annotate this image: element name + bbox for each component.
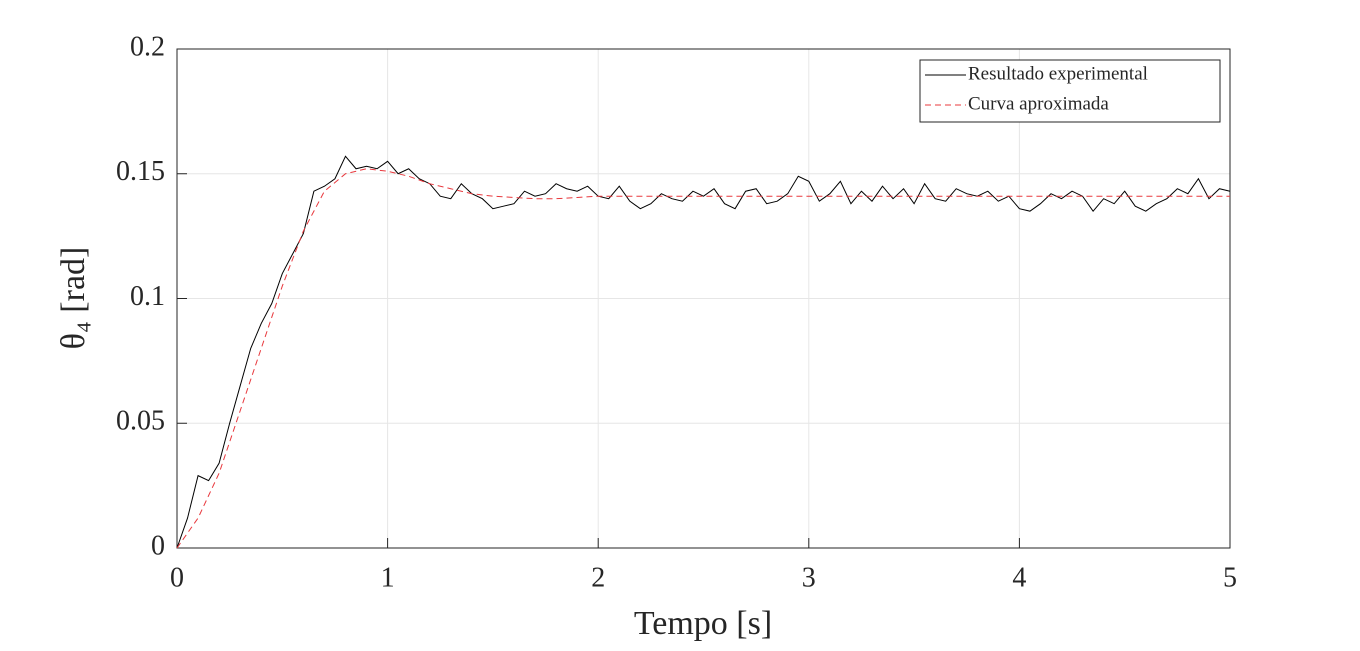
- x-axis-label: Tempo [s]: [634, 605, 772, 642]
- x-tick-label: 4: [1012, 562, 1026, 593]
- data-line: [176, 168, 1230, 549]
- x-tick-label: 5: [1223, 562, 1237, 593]
- x-tick-label: 1: [381, 562, 395, 593]
- y-tick-label: 0.15: [116, 156, 165, 187]
- axes-box: [176, 48, 1231, 549]
- legend-label: Curva aproximada: [968, 93, 1109, 114]
- x-tick-label: 2: [591, 562, 605, 593]
- y-tick-label: 0.2: [130, 31, 165, 62]
- y-axis-label: θ₄ [rad]: [55, 247, 92, 350]
- x-tick-label: 3: [802, 562, 816, 593]
- data-line: [176, 155, 1231, 549]
- y-tick-label: 0.1: [130, 281, 165, 312]
- y-tick-label: 0.05: [116, 406, 165, 437]
- legend-label: Resultado experimental: [968, 63, 1148, 84]
- x-tick-label: 0: [170, 562, 184, 593]
- y-tick-label: 0: [151, 530, 165, 561]
- legend-box: [919, 59, 1221, 123]
